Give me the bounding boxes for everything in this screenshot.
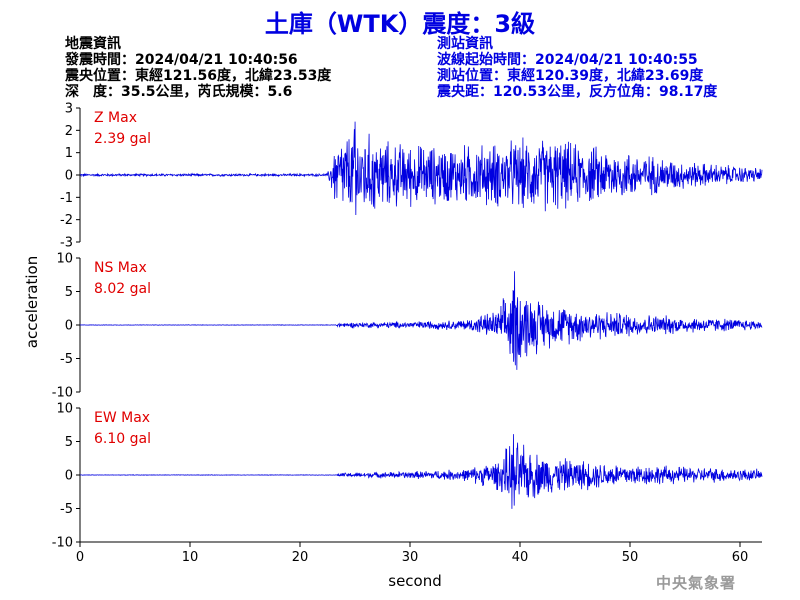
- y-axis-title: acceleration: [23, 256, 41, 348]
- depth-magnitude: 深 度：35.5公里，芮氏規模：5.6: [65, 84, 293, 100]
- y-tick-label: 5: [65, 435, 73, 450]
- y-tick-label: 1: [65, 146, 73, 161]
- peak-value-ew: 6.10 gal: [94, 431, 151, 447]
- y-tick-label: 10: [56, 252, 73, 267]
- y-tick-label: 0: [65, 169, 73, 184]
- distance-azimuth: 震央距：120.53公里，反方位角：98.17度: [437, 84, 718, 100]
- x-tick-label: 20: [292, 550, 309, 565]
- earthquake-info-heading: 地震資訊: [65, 36, 121, 52]
- waveform-ns: [79, 271, 763, 370]
- station-info-heading: 測站資訊: [437, 36, 493, 52]
- waveform-z: [79, 121, 763, 216]
- chart-title: 土庫（WTK）震度：3級: [264, 10, 536, 38]
- peak-value-ns: 8.02 gal: [94, 281, 151, 297]
- agency-footer: 中央氣象署: [656, 574, 737, 592]
- y-tick-label: 5: [65, 285, 73, 300]
- earthquake-info: 地震資訊 發震時間：2024/04/21 10:40:56 震央位置：東經121…: [65, 36, 331, 100]
- y-tick-label: 2: [65, 124, 73, 139]
- y-tick-label: -2: [60, 213, 73, 228]
- peak-label-z: Z Max: [94, 110, 137, 126]
- y-tick-label: -10: [52, 536, 73, 551]
- x-tick-label: 40: [512, 550, 529, 565]
- x-tick-label: 50: [622, 550, 639, 565]
- waveform-ew: [79, 434, 763, 509]
- station-info: 測站資訊 波線起始時間：2024/04/21 10:40:55 測站位置：東經1…: [437, 36, 717, 100]
- y-tick-label: -5: [60, 352, 73, 367]
- peak-value-z: 2.39 gal: [94, 131, 151, 147]
- y-tick-label: -5: [60, 502, 73, 517]
- y-tick-label: 0: [65, 469, 73, 484]
- y-tick-label: 10: [56, 402, 73, 417]
- y-tick-label: -1: [60, 191, 73, 206]
- x-tick-label: 10: [182, 550, 199, 565]
- x-tick-label: 30: [402, 550, 419, 565]
- station-location: 測站位置：東經120.39度，北緯23.69度: [437, 68, 704, 84]
- y-tick-label: 0: [65, 319, 73, 334]
- x-tick-label: 0: [76, 550, 84, 565]
- y-tick-label: -3: [60, 236, 73, 251]
- y-tick-label: 3: [65, 102, 73, 117]
- peak-label-ew: EW Max: [94, 410, 150, 426]
- peak-label-ns: NS Max: [94, 260, 147, 276]
- x-tick-label: 60: [732, 550, 749, 565]
- epicenter-location: 震央位置：東經121.56度，北緯23.53度: [65, 68, 332, 84]
- wave-start-time: 波線起始時間：2024/04/21 10:40:55: [437, 52, 698, 68]
- y-tick-label: -10: [52, 386, 73, 401]
- x-axis-title: second: [388, 572, 442, 590]
- origin-time: 發震時間：2024/04/21 10:40:56: [65, 52, 298, 68]
